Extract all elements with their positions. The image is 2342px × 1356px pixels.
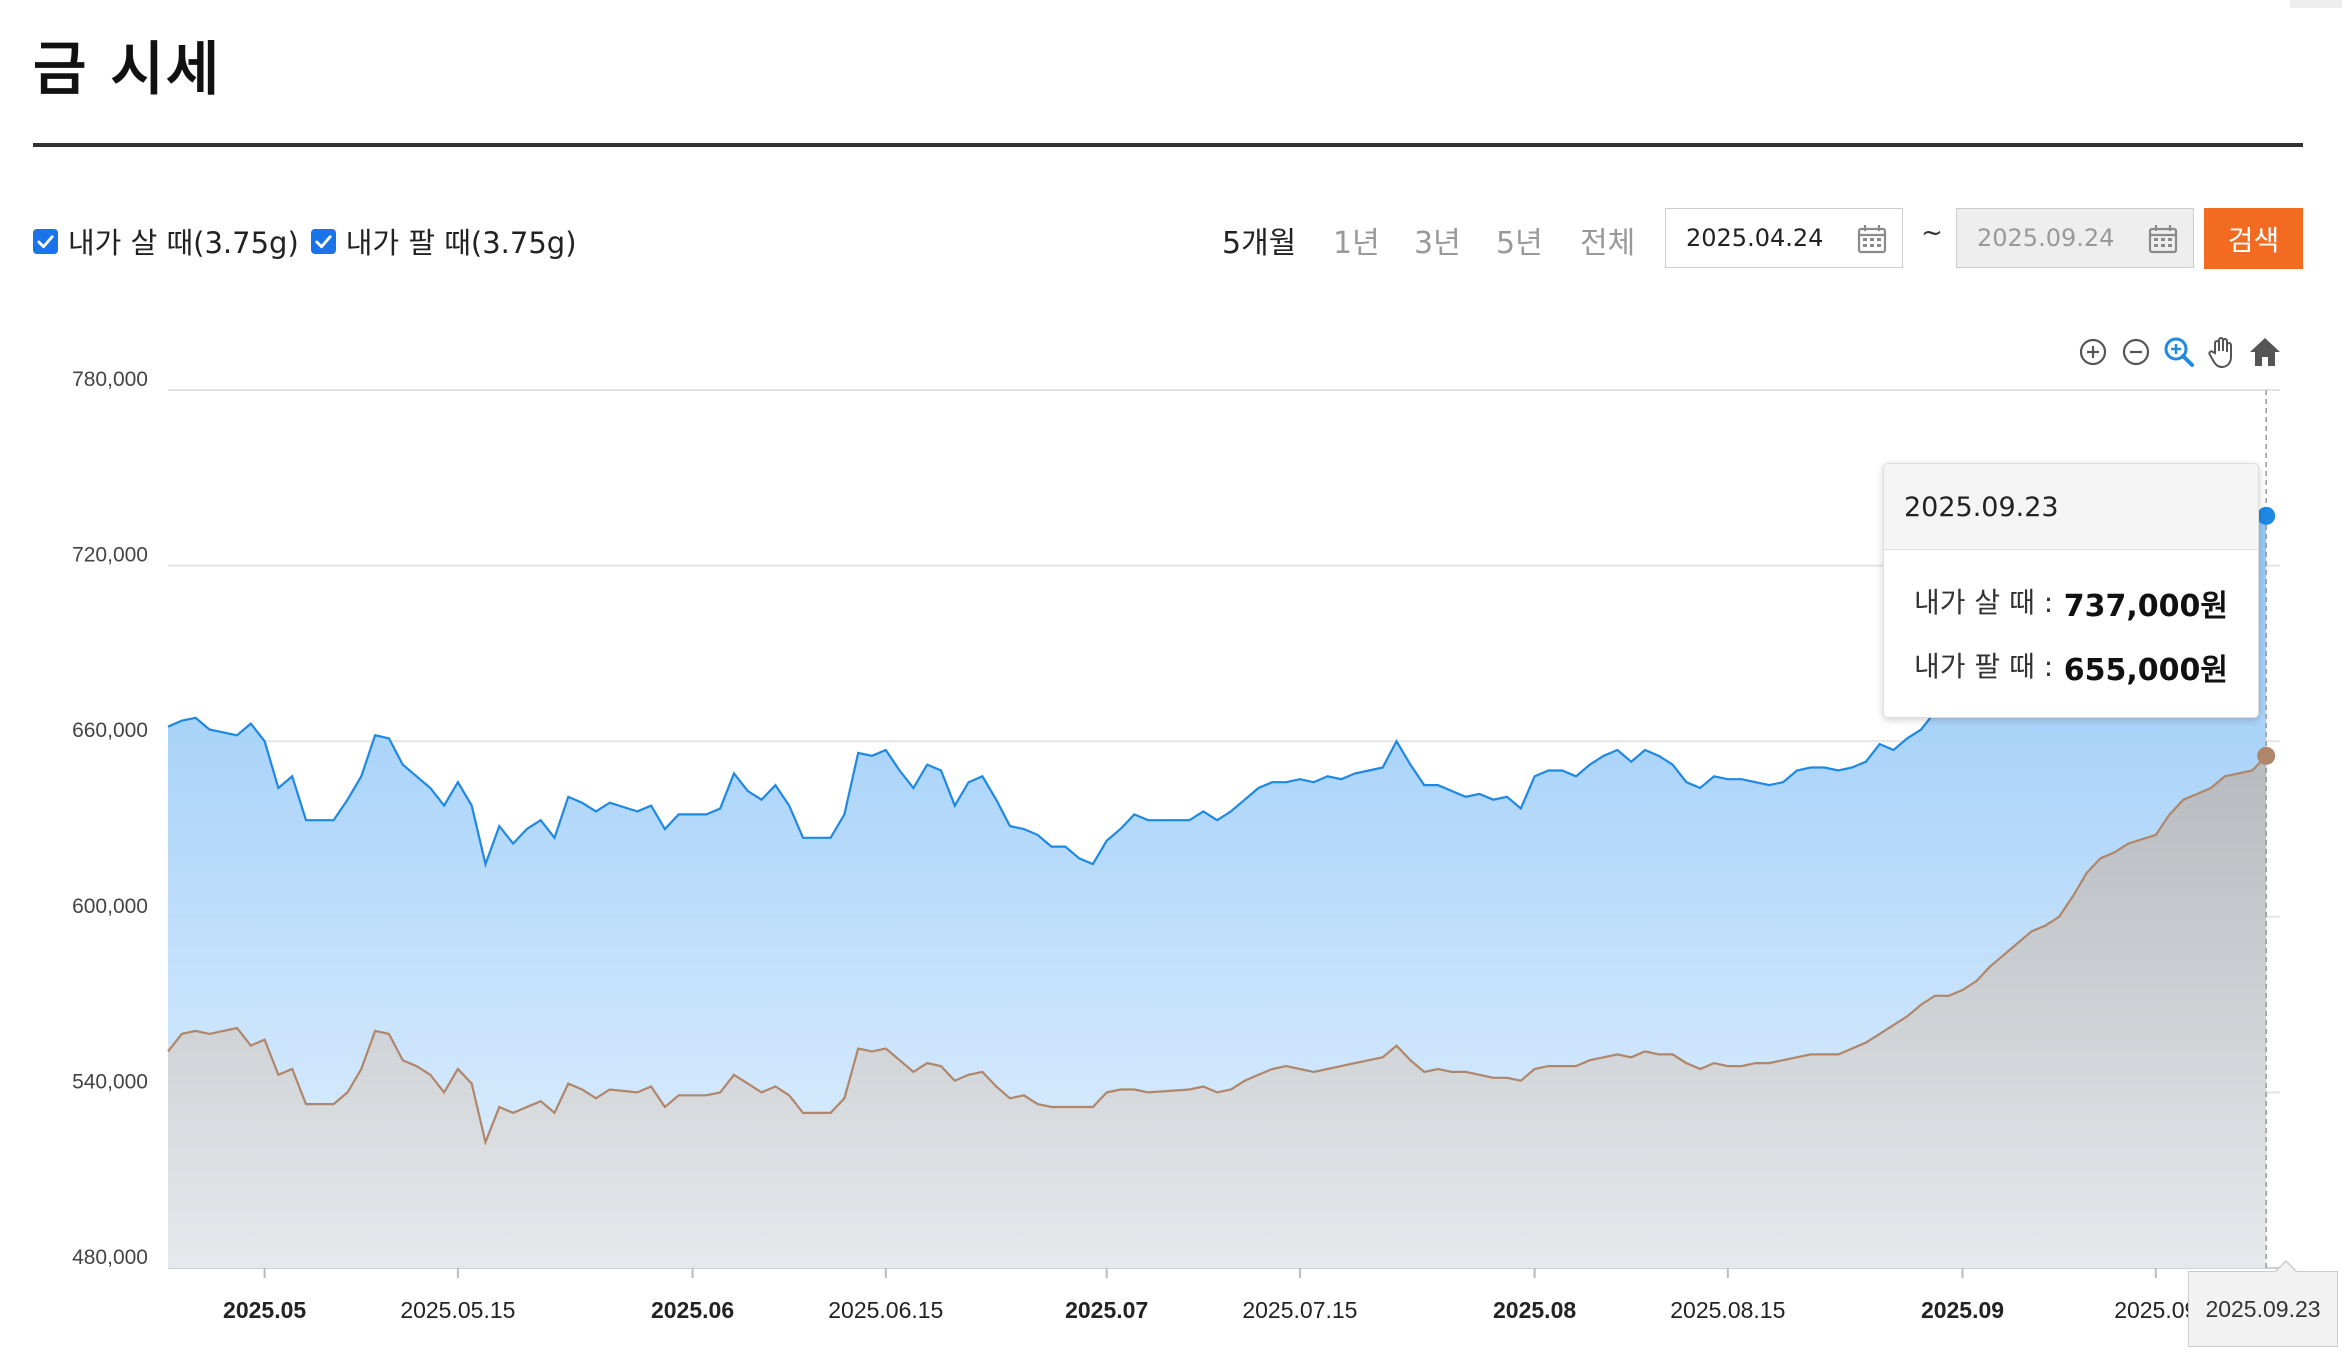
checkbox-checked-icon[interactable] (33, 228, 58, 254)
y-tick-label: 600,000 (72, 895, 148, 918)
period-5-years[interactable]: 5년 (1496, 226, 1543, 261)
end-date-input[interactable]: 2025.09.24 (1956, 208, 2194, 268)
x-tick-label: 2025.06 (651, 1297, 734, 1323)
end-date-value: 2025.09.24 (1977, 224, 2115, 252)
x-tick-label: 2025.05.15 (400, 1297, 515, 1323)
magnify-icon[interactable] (2160, 333, 2198, 371)
crosshair-date-label: 2025.09.23 (2188, 1260, 2338, 1347)
tooltip-buy-label: 내가 살 때 : (1914, 586, 2054, 619)
zoom-in-icon[interactable] (2074, 333, 2112, 371)
period-all[interactable]: 전체 (1580, 226, 1636, 261)
legend-label-buy: 내가 살 때(3.75g) (68, 226, 299, 260)
y-tick-label: 720,000 (72, 544, 148, 567)
pan-hand-icon[interactable] (2203, 333, 2241, 371)
legend-item-sell[interactable]: 내가 팔 때(3.75g) (310, 220, 577, 262)
x-tick-label: 2025.06.15 (828, 1297, 943, 1323)
title-divider (33, 143, 2303, 147)
chart-toolbar (2074, 333, 2289, 371)
tooltip-sell-label: 내가 팔 때 : (1914, 650, 2054, 683)
checkbox-checked-icon[interactable] (310, 228, 336, 254)
period-1-year[interactable]: 1년 (1333, 226, 1380, 261)
legend-item-buy[interactable]: 내가 살 때(3.75g) (33, 220, 299, 262)
tooltip-buy-value: 737,000원 (2063, 589, 2228, 624)
highlight-point-buy (2257, 506, 2276, 525)
x-tick-label: 2025.09 (1921, 1297, 2004, 1323)
legend: 내가 살 때(3.75g) 내가 팔 때(3.75g) (33, 220, 589, 262)
calendar-icon[interactable] (1856, 223, 1888, 261)
highlight-point-sell (2257, 746, 2276, 765)
home-icon[interactable] (2246, 333, 2284, 371)
page-title: 금 시세 (33, 35, 222, 103)
calendar-icon[interactable] (2147, 223, 2179, 261)
start-date-value: 2025.04.24 (1686, 224, 1824, 252)
y-tick-label: 660,000 (72, 719, 148, 742)
zoom-out-icon[interactable] (2117, 333, 2155, 371)
period-3-years[interactable]: 3년 (1414, 226, 1461, 261)
y-tick-label: 780,000 (72, 368, 148, 391)
x-tick-label: 2025.09 (2114, 1297, 2197, 1323)
search-button[interactable]: 검색 (2204, 208, 2303, 269)
series-area-sell (168, 755, 2267, 1268)
x-tick-label: 2025.07 (1065, 1297, 1148, 1323)
top-right-edge (2290, 0, 2342, 8)
chart-tooltip: 2025.09.23 내가 살 때 : 737,000원 내가 팔 때 : 65… (1883, 463, 2259, 718)
x-tick-label: 2025.08 (1493, 1297, 1576, 1323)
tooltip-row-buy: 내가 살 때 : 737,000원 (1914, 581, 2228, 625)
x-tick-label: 2025.05 (223, 1297, 306, 1323)
period-5-months[interactable]: 5개월 (1222, 226, 1297, 261)
series-line-buy (167, 514, 2267, 868)
tooltip-date: 2025.09.23 (1884, 464, 2258, 550)
x-tick-label: 2025.08.15 (1670, 1297, 1785, 1323)
start-date-input[interactable]: 2025.04.24 (1665, 208, 1903, 268)
tooltip-row-sell: 내가 팔 때 : 655,000원 (1914, 645, 2228, 689)
x-tick-label: 2025.07.15 (1242, 1297, 1357, 1323)
y-tick-label: 540,000 (72, 1070, 148, 1093)
series-line-sell (167, 755, 2268, 1146)
tooltip-sell-value: 655,000원 (2063, 653, 2228, 688)
legend-label-sell: 내가 팔 때(3.75g) (345, 226, 577, 260)
date-range-separator: ~ (1921, 218, 1943, 248)
y-tick-label: 480,000 (72, 1246, 148, 1269)
